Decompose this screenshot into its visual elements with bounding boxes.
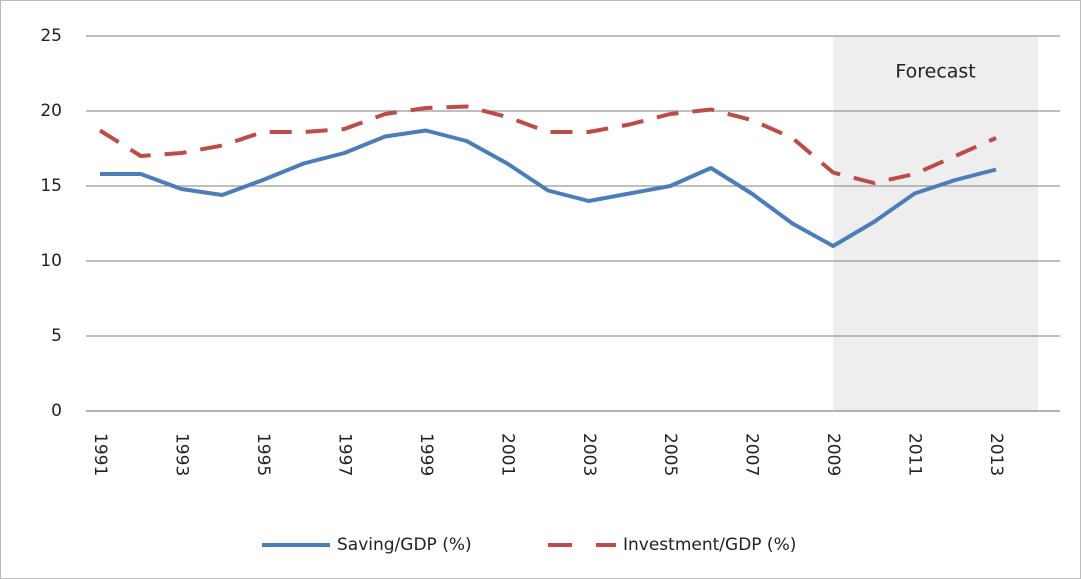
x-tick-label: 2011 — [905, 433, 925, 476]
series-line — [98, 104, 997, 185]
x-tick-label: 2001 — [497, 433, 517, 476]
series-line — [100, 128, 997, 248]
y-tick-label: 25 — [40, 26, 62, 46]
x-tick-label: 1995 — [253, 433, 273, 476]
x-tick-label: 2009 — [823, 433, 843, 476]
x-tick-label: 2007 — [742, 433, 762, 476]
x-tick-label: 1997 — [334, 433, 354, 476]
forecast-region — [833, 36, 1038, 411]
legend-label: Investment/GDP (%) — [623, 535, 796, 555]
y-tick-label: 20 — [40, 101, 62, 121]
x-tick-label: 1991 — [90, 433, 110, 476]
x-tick-label: 2003 — [579, 433, 599, 476]
annotation: Forecast — [895, 61, 975, 83]
legend-label: Saving/GDP (%) — [337, 535, 472, 555]
y-tick-label: 5 — [51, 326, 62, 346]
x-tick-label: 2013 — [986, 433, 1006, 476]
x-tick-label: 2005 — [660, 433, 680, 476]
y-tick-label: 10 — [40, 251, 62, 271]
x-tick-label: 1999 — [416, 433, 436, 476]
x-tick-label: 1993 — [171, 433, 191, 476]
y-tick-label: 0 — [51, 401, 62, 421]
y-tick-label: 15 — [40, 176, 62, 196]
